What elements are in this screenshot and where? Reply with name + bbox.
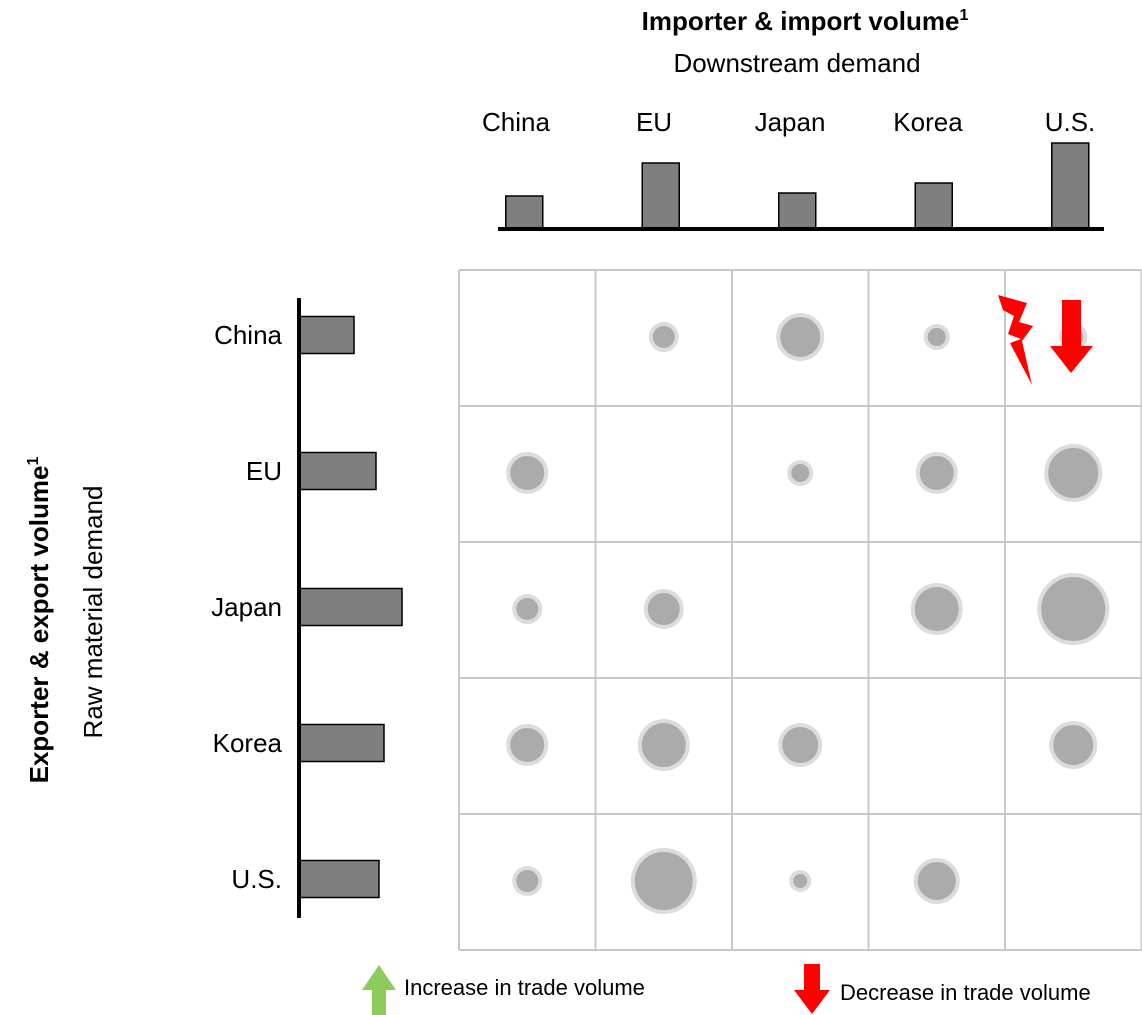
importer-axis-title: Importer & import volume1 <box>642 6 969 36</box>
bubble-china-to-japan <box>776 313 825 361</box>
exporter-category-label: U.S. <box>231 864 282 894</box>
exporter-category-label: EU <box>246 456 282 486</box>
bubble-u-s-to-korea <box>913 858 960 904</box>
importer-category-label: Japan <box>755 107 826 137</box>
bubble-group <box>506 313 1110 914</box>
exporter-axis-title: Exporter & export volume1 <box>24 457 54 784</box>
legend-decrease-label: Decrease in trade volume <box>840 980 1091 1005</box>
importer-bar-group: China EU Japan Korea U.S. <box>482 107 1104 231</box>
bubble-korea-to-eu <box>637 719 690 771</box>
bubble-japan-to-china <box>512 594 543 624</box>
bubble-eu-to-korea <box>915 452 958 494</box>
bubble-korea-to-japan <box>778 723 823 767</box>
exporter-axis-title-superscript: 1 <box>25 457 42 466</box>
importer-bar-eu <box>641 162 680 230</box>
bubble-eu-to-japan <box>787 460 814 486</box>
decrease-arrow-icon <box>1050 300 1093 373</box>
bubble-japan-to-u-s <box>1037 573 1110 645</box>
bubble-japan-to-eu <box>643 589 684 629</box>
importer-bar-japan <box>778 192 817 230</box>
exporter-bar-group: China EU Japan Korea U.S. <box>211 298 403 918</box>
exporter-axis-subtitle: Raw material demand <box>78 486 108 739</box>
exporter-category-label: China <box>214 320 282 350</box>
exporter-bar-u-s <box>298 859 380 899</box>
exporter-category-label: Japan <box>211 592 282 622</box>
increase-arrow-icon <box>362 965 396 1015</box>
importer-category-label: China <box>482 107 550 137</box>
exporter-category-label: Korea <box>213 728 283 758</box>
legend-increase-label: Increase in trade volume <box>404 975 645 1000</box>
bubble-japan-to-korea <box>910 583 963 635</box>
importer-bar-korea <box>914 182 953 230</box>
exporter-bar-eu <box>298 451 377 491</box>
bubble-eu-to-china <box>506 452 549 494</box>
exporter-bar-japan <box>298 587 403 627</box>
importer-category-label: U.S. <box>1045 107 1096 137</box>
importer-axis-title-superscript: 1 <box>959 7 968 24</box>
importer-bar-china <box>505 195 544 230</box>
bubble-china-to-eu <box>648 322 679 352</box>
importer-bar-u-s <box>1051 142 1090 230</box>
importer-category-label: EU <box>636 107 672 137</box>
bubble-eu-to-u-s <box>1044 444 1103 502</box>
bubble-china-to-korea <box>923 324 950 350</box>
bubble-korea-to-u-s <box>1049 721 1098 769</box>
bubble-korea-to-china <box>506 724 549 766</box>
importer-axis-subtitle: Downstream demand <box>673 48 920 78</box>
bubble-u-s-to-china <box>512 866 543 896</box>
lightning-icon <box>998 295 1033 385</box>
bubble-u-s-to-japan <box>789 870 812 892</box>
importer-category-label: Korea <box>893 107 963 137</box>
bubble-u-s-to-eu <box>630 848 697 914</box>
legend: Increase in trade volume Decrease in tra… <box>362 964 1091 1015</box>
cell-marker-china-us <box>998 295 1093 385</box>
decrease-arrow-icon <box>794 964 830 1014</box>
exporter-bar-china <box>298 315 355 355</box>
exporter-bar-korea <box>298 723 385 763</box>
